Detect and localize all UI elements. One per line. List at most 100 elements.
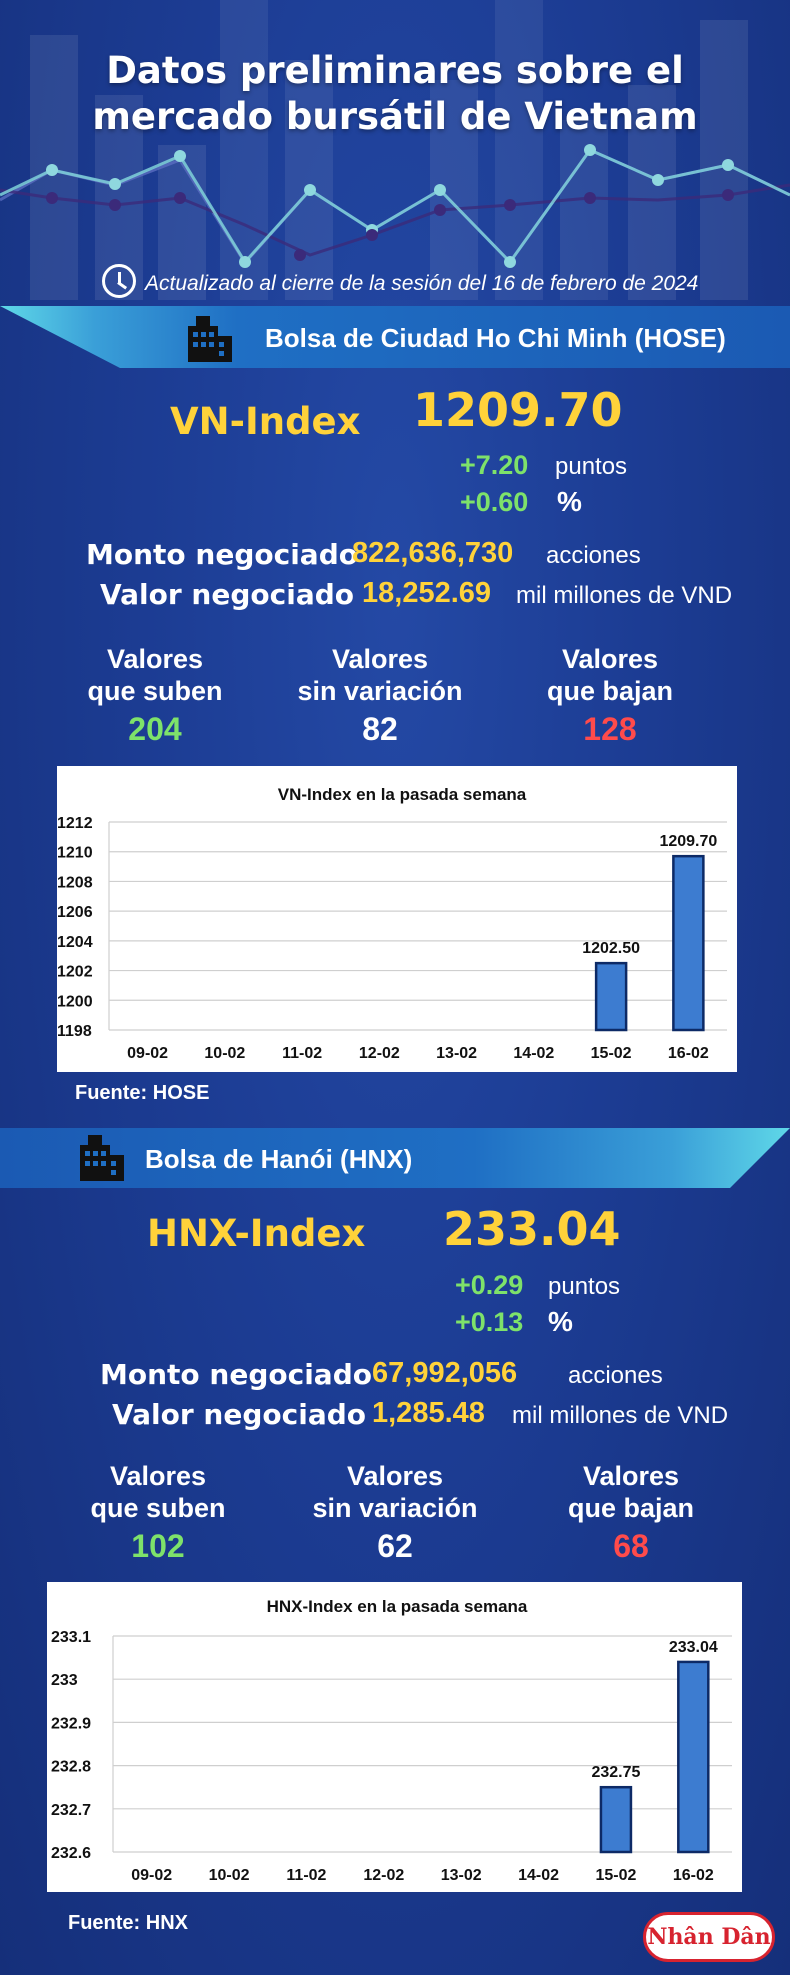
hnx-x-tick: 12-02 (363, 1867, 404, 1884)
vn-y-tick: 1204 (57, 934, 93, 951)
hnx-y-tick: 232.8 (51, 1759, 91, 1776)
vn-x-tick: 15-02 (591, 1045, 632, 1062)
hnx-x-tick: 13-02 (441, 1867, 482, 1884)
vn-y-tick: 1210 (57, 845, 93, 862)
hnx-flat-group: Valores sin variación 62 (295, 1460, 495, 1565)
hnx-flat-label-1: Valores (346, 1461, 444, 1491)
title-line-1: Datos preliminares sobre el (106, 49, 684, 92)
vn-points-unit: puntos (555, 453, 628, 480)
hnx-x-tick: 15-02 (595, 1867, 636, 1884)
building-icon (188, 316, 232, 362)
vn-value-unit: mil millones de VND (516, 582, 733, 609)
hnx-percent-unit: % (548, 1306, 573, 1337)
hnx-chart: HNX-Index en la pasada semana 233.1 233 232… (47, 1582, 742, 1892)
vn-x-tick: 12-02 (359, 1045, 400, 1062)
hnx-up-count: 102 (131, 1528, 185, 1564)
hnx-flat-label-2: sin variación (312, 1493, 478, 1523)
hnx-source: Fuente: HNX (68, 1912, 188, 1934)
vn-data-label: 1209.70 (659, 833, 717, 850)
vn-change-points: +7.20 (460, 450, 529, 480)
vn-chart: VN-Index en la pasada semana 1212 1210 1208… (57, 766, 737, 1072)
vn-flat-label-1: Valores (331, 644, 429, 674)
vn-value-value: 18,252.69 (362, 577, 492, 609)
vn-x-tick: 16-02 (668, 1045, 709, 1062)
vn-flat-label-2: sin variación (297, 676, 463, 706)
hnx-y-tick: 232.6 (51, 1845, 91, 1862)
vn-up-label-2: que suben (87, 676, 223, 706)
vn-x-tick: 13-02 (436, 1045, 477, 1062)
vn-y-tick: 1212 (57, 815, 93, 832)
hnx-data-label: 232.75 (591, 1764, 640, 1781)
vn-data-label: 1202.50 (582, 940, 640, 957)
hnx-x-tick: 09-02 (131, 1867, 172, 1884)
vn-value-label: Valor negociado (100, 578, 354, 611)
vn-y-tick: 1198 (57, 1023, 92, 1040)
vn-bar (594, 961, 628, 1032)
vn-down-group: Valores que bajan 128 (525, 643, 695, 748)
hnx-y-tick: 233 (51, 1672, 78, 1689)
hnx-index-name: HNX-Index (147, 1212, 366, 1255)
vn-x-tick: 11-02 (282, 1045, 322, 1062)
hnx-volume-label: Monto negociado (100, 1358, 372, 1391)
hnx-flat-count: 62 (377, 1528, 413, 1564)
nhan-dan-logo: Nhân Dân (643, 1912, 775, 1962)
vn-chart-title: VN-Index en la pasada semana (278, 785, 527, 804)
hnx-x-tick: 14-02 (518, 1867, 559, 1884)
hnx-data-label: 233.04 (669, 1639, 718, 1656)
hnx-chart-title: HNX-Index en la pasada semana (267, 1597, 528, 1616)
hnx-change-points: +0.29 (455, 1270, 524, 1300)
hnx-down-label-1: Valores (582, 1461, 680, 1491)
vn-up-group: Valores que suben 204 (70, 643, 240, 748)
vn-change-percent: +0.60 (460, 487, 529, 517)
vn-y-tick: 1208 (57, 874, 93, 891)
hnx-points-unit: puntos (548, 1273, 621, 1300)
vn-chart-svg: VN-Index en la pasada semana 1212 1210 1208… (57, 785, 727, 1062)
hnx-down-count: 68 (613, 1528, 649, 1564)
hnx-x-tick: 11-02 (286, 1867, 326, 1884)
hnx-down-label-2: que bajan (567, 1493, 695, 1523)
vn-y-tick: 1202 (57, 964, 93, 981)
hnx-volume-unit: acciones (568, 1362, 663, 1389)
hnx-volume-value: 67,992,056 (372, 1357, 518, 1389)
vn-x-tick: 14-02 (513, 1045, 554, 1062)
hnx-up-group: Valores que suben 102 (73, 1460, 243, 1565)
vn-down-label-1: Valores (561, 644, 659, 674)
vn-up-count: 204 (128, 711, 182, 747)
hnx-value-value: 1,285.48 (372, 1397, 485, 1429)
hnx-bar (677, 1660, 710, 1854)
hnx-change-percent: +0.13 (455, 1307, 524, 1337)
hose-banner (0, 306, 790, 368)
vn-y-tick: 1200 (57, 993, 93, 1010)
vn-volume-value: 822,636,730 (352, 537, 514, 569)
hnx-chart-svg: HNX-Index en la pasada semana 233.1 233 232… (51, 1597, 732, 1884)
hnx-up-label-2: que suben (90, 1493, 226, 1523)
building-icon-hnx (80, 1135, 124, 1181)
vn-down-count: 128 (583, 711, 637, 747)
vn-flat-group: Valores sin variación 82 (280, 643, 480, 748)
hnx-banner-title: Bolsa de Hanói (HNX) (145, 1144, 413, 1174)
vn-index-name: VN-Index (170, 400, 361, 443)
page-title: Datos preliminares sobre el mercado burs… (0, 48, 790, 140)
clock-icon (102, 264, 136, 298)
title-line-2: mercado bursátil de Vietnam (92, 95, 698, 138)
vn-volume-unit: acciones (546, 542, 641, 569)
updated-text: Actualizado al cierre de la sesión del 1… (145, 272, 699, 295)
vn-x-tick: 09-02 (127, 1045, 168, 1062)
hnx-up-label-1: Valores (109, 1461, 207, 1491)
hnx-y-tick: 232.7 (51, 1802, 91, 1819)
hnx-value-unit: mil millones de VND (512, 1402, 729, 1429)
hnx-down-group: Valores que bajan 68 (546, 1460, 716, 1565)
hnx-value-label: Valor negociado (112, 1398, 366, 1431)
hnx-x-tick: 10-02 (209, 1867, 250, 1884)
vn-percent-unit: % (557, 486, 582, 517)
hnx-y-tick: 232.9 (51, 1715, 91, 1732)
vn-flat-count: 82 (362, 711, 398, 747)
vn-index-value: 1209.70 (413, 383, 623, 437)
hnx-bar (599, 1785, 633, 1854)
vn-down-label-2: que bajan (546, 676, 674, 706)
vn-y-tick: 1206 (57, 904, 93, 921)
hnx-banner (0, 1128, 790, 1188)
hose-banner-title: Bolsa de Ciudad Ho Chi Minh (HOSE) (265, 323, 726, 353)
hnx-x-tick: 16-02 (673, 1867, 714, 1884)
hnx-y-tick: 233.1 (51, 1629, 91, 1646)
